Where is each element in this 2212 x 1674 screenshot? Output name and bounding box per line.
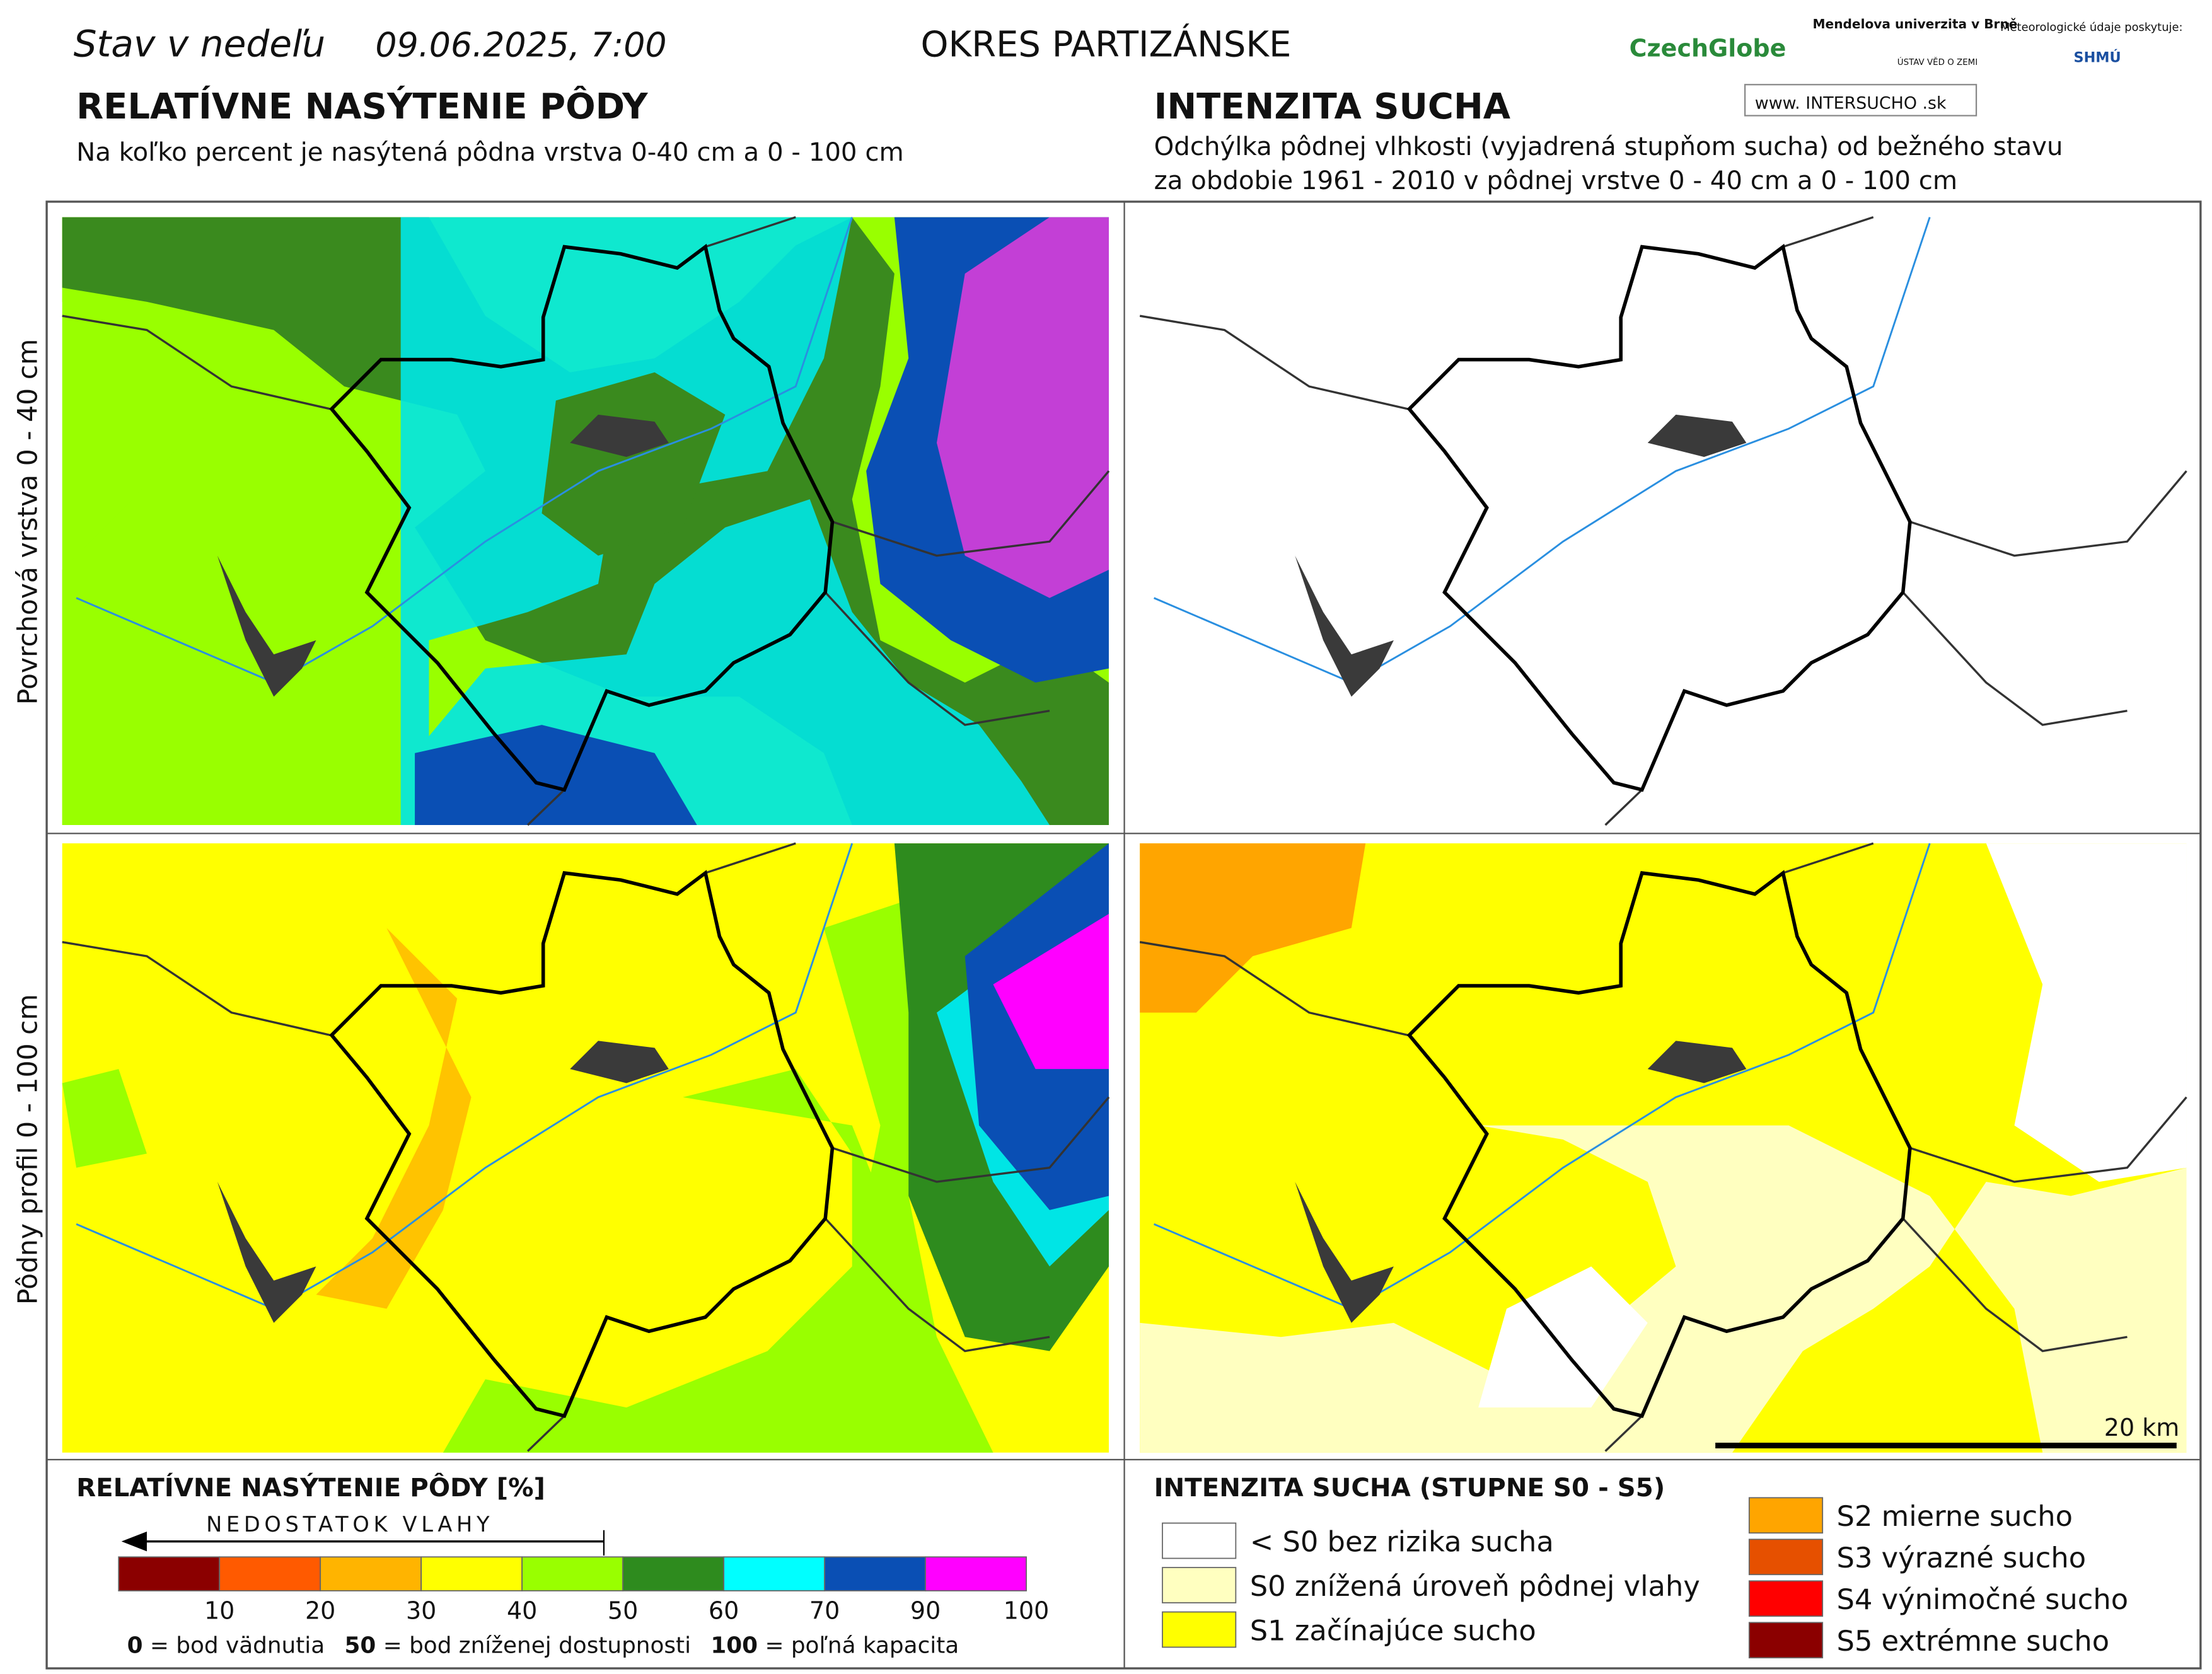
legend-swatch <box>622 1556 725 1591</box>
logo: Mendelova univerzita v Brně <box>1813 16 2018 32</box>
panel-subtitle: za obdobie 1961 - 2010 v pôdnej vrstve 0… <box>1154 166 1958 195</box>
legend-tick: 50 <box>608 1597 638 1625</box>
logo: www. INTERSUCHO .sk <box>1755 93 1947 113</box>
legend-tick: 100 <box>1004 1597 1050 1625</box>
legend-label: S4 výnimočné sucho <box>1837 1583 2129 1616</box>
logo: CzechGlobe <box>1630 35 1786 62</box>
note-key: 50 <box>344 1632 376 1658</box>
legend-tick: 10 <box>204 1597 235 1625</box>
row-label: Pôdny profil 0 - 100 cm <box>13 994 43 1305</box>
legend-tick: 40 <box>507 1597 537 1625</box>
map-profile-drought: 20 km <box>1140 843 2186 1453</box>
legend-label: S2 mierne sucho <box>1837 1499 2073 1533</box>
note-key: 100 <box>710 1632 758 1658</box>
legend-label: S0 znížená úroveň pôdnej vlahy <box>1250 1569 1700 1603</box>
legend-tick: 70 <box>809 1597 840 1625</box>
date: 09.06.2025, 7:00 <box>375 25 666 65</box>
arrow-label: NEDOSTATOK VLAHY <box>206 1512 494 1537</box>
legend-swatch <box>925 1556 1027 1591</box>
arrow-head <box>121 1532 147 1552</box>
legend-label: S3 výrazné sucho <box>1837 1541 2087 1574</box>
logo: SHMÚ <box>2073 48 2121 66</box>
legend-swatch <box>521 1556 624 1591</box>
scale-label: 20 km <box>2104 1414 2180 1441</box>
legend-swatch <box>1162 1522 1237 1559</box>
note-text: = poľná kapacita <box>758 1632 959 1658</box>
legend-tick: 20 <box>305 1597 335 1625</box>
legend-swatch <box>1748 1580 1824 1617</box>
legend-label: < S0 bez rizika sucha <box>1250 1525 1554 1558</box>
legend-swatch <box>1162 1567 1237 1603</box>
legend-swatch <box>723 1556 825 1591</box>
legend-label: S5 extrémne sucho <box>1837 1624 2110 1658</box>
legend-swatch <box>1748 1622 1824 1659</box>
panel-title: RELATÍVNE NASÝTENIE PÔDY <box>76 86 649 127</box>
panel-title: INTENZITA SUCHA <box>1154 86 1510 127</box>
panel-subtitle: Na koľko percent je nasýtená pôdna vrstv… <box>76 138 904 167</box>
legend-tick: 90 <box>910 1597 941 1625</box>
note-key: 0 <box>127 1632 143 1658</box>
map-surface-saturation <box>62 217 1109 825</box>
map-profile-saturation <box>62 843 1109 1453</box>
legend-title: INTENZITA SUCHA (STUPNE S0 - S5) <box>1154 1474 1665 1503</box>
legend-swatch <box>420 1556 523 1591</box>
map-surface-drought <box>1140 217 2186 825</box>
legend-swatch <box>1748 1497 1824 1534</box>
legend-tick: 60 <box>709 1597 739 1625</box>
saturation-legend: 10 20 30 40 50 60 70 90 100 <box>118 1556 1050 1625</box>
note-text: = bod vädnutia <box>143 1632 325 1658</box>
panel-subtitle: Odchýlka pôdnej vlhkosti (vyjadrená stup… <box>1154 132 2063 161</box>
region: OKRES PARTIZÁNSKE <box>921 25 1292 66</box>
legend-swatch <box>219 1556 321 1591</box>
legend-notes: 0 = bod vädnutia 50 = bod zníženej dostup… <box>127 1632 959 1658</box>
legend-title: RELATÍVNE NASÝTENIE PÔDY [%] <box>76 1472 545 1503</box>
note-text: = bod zníženej dostupnosti <box>376 1632 691 1658</box>
logo-box <box>1744 84 1977 117</box>
row-label: Povrchová vrstva 0 - 40 cm <box>13 339 43 705</box>
legend-swatch <box>320 1556 422 1591</box>
legend-label: S1 začínajúce sucho <box>1250 1613 1536 1647</box>
drought-legend: < S0 bez rizika sucha S0 znížená úroveň p… <box>1162 1497 2129 1659</box>
date-prefix: Stav v nedeľu <box>74 23 326 66</box>
legend-swatch <box>824 1556 926 1591</box>
logo: Meteorologické údaje poskytuje: <box>2000 21 2182 34</box>
legend-swatch <box>1748 1538 1824 1576</box>
legend-swatch <box>1162 1611 1237 1648</box>
logo: ÚSTAV VĚD O ZEMI <box>1897 56 1977 67</box>
legend-tick: 30 <box>406 1597 436 1625</box>
legend-swatch <box>118 1556 221 1591</box>
